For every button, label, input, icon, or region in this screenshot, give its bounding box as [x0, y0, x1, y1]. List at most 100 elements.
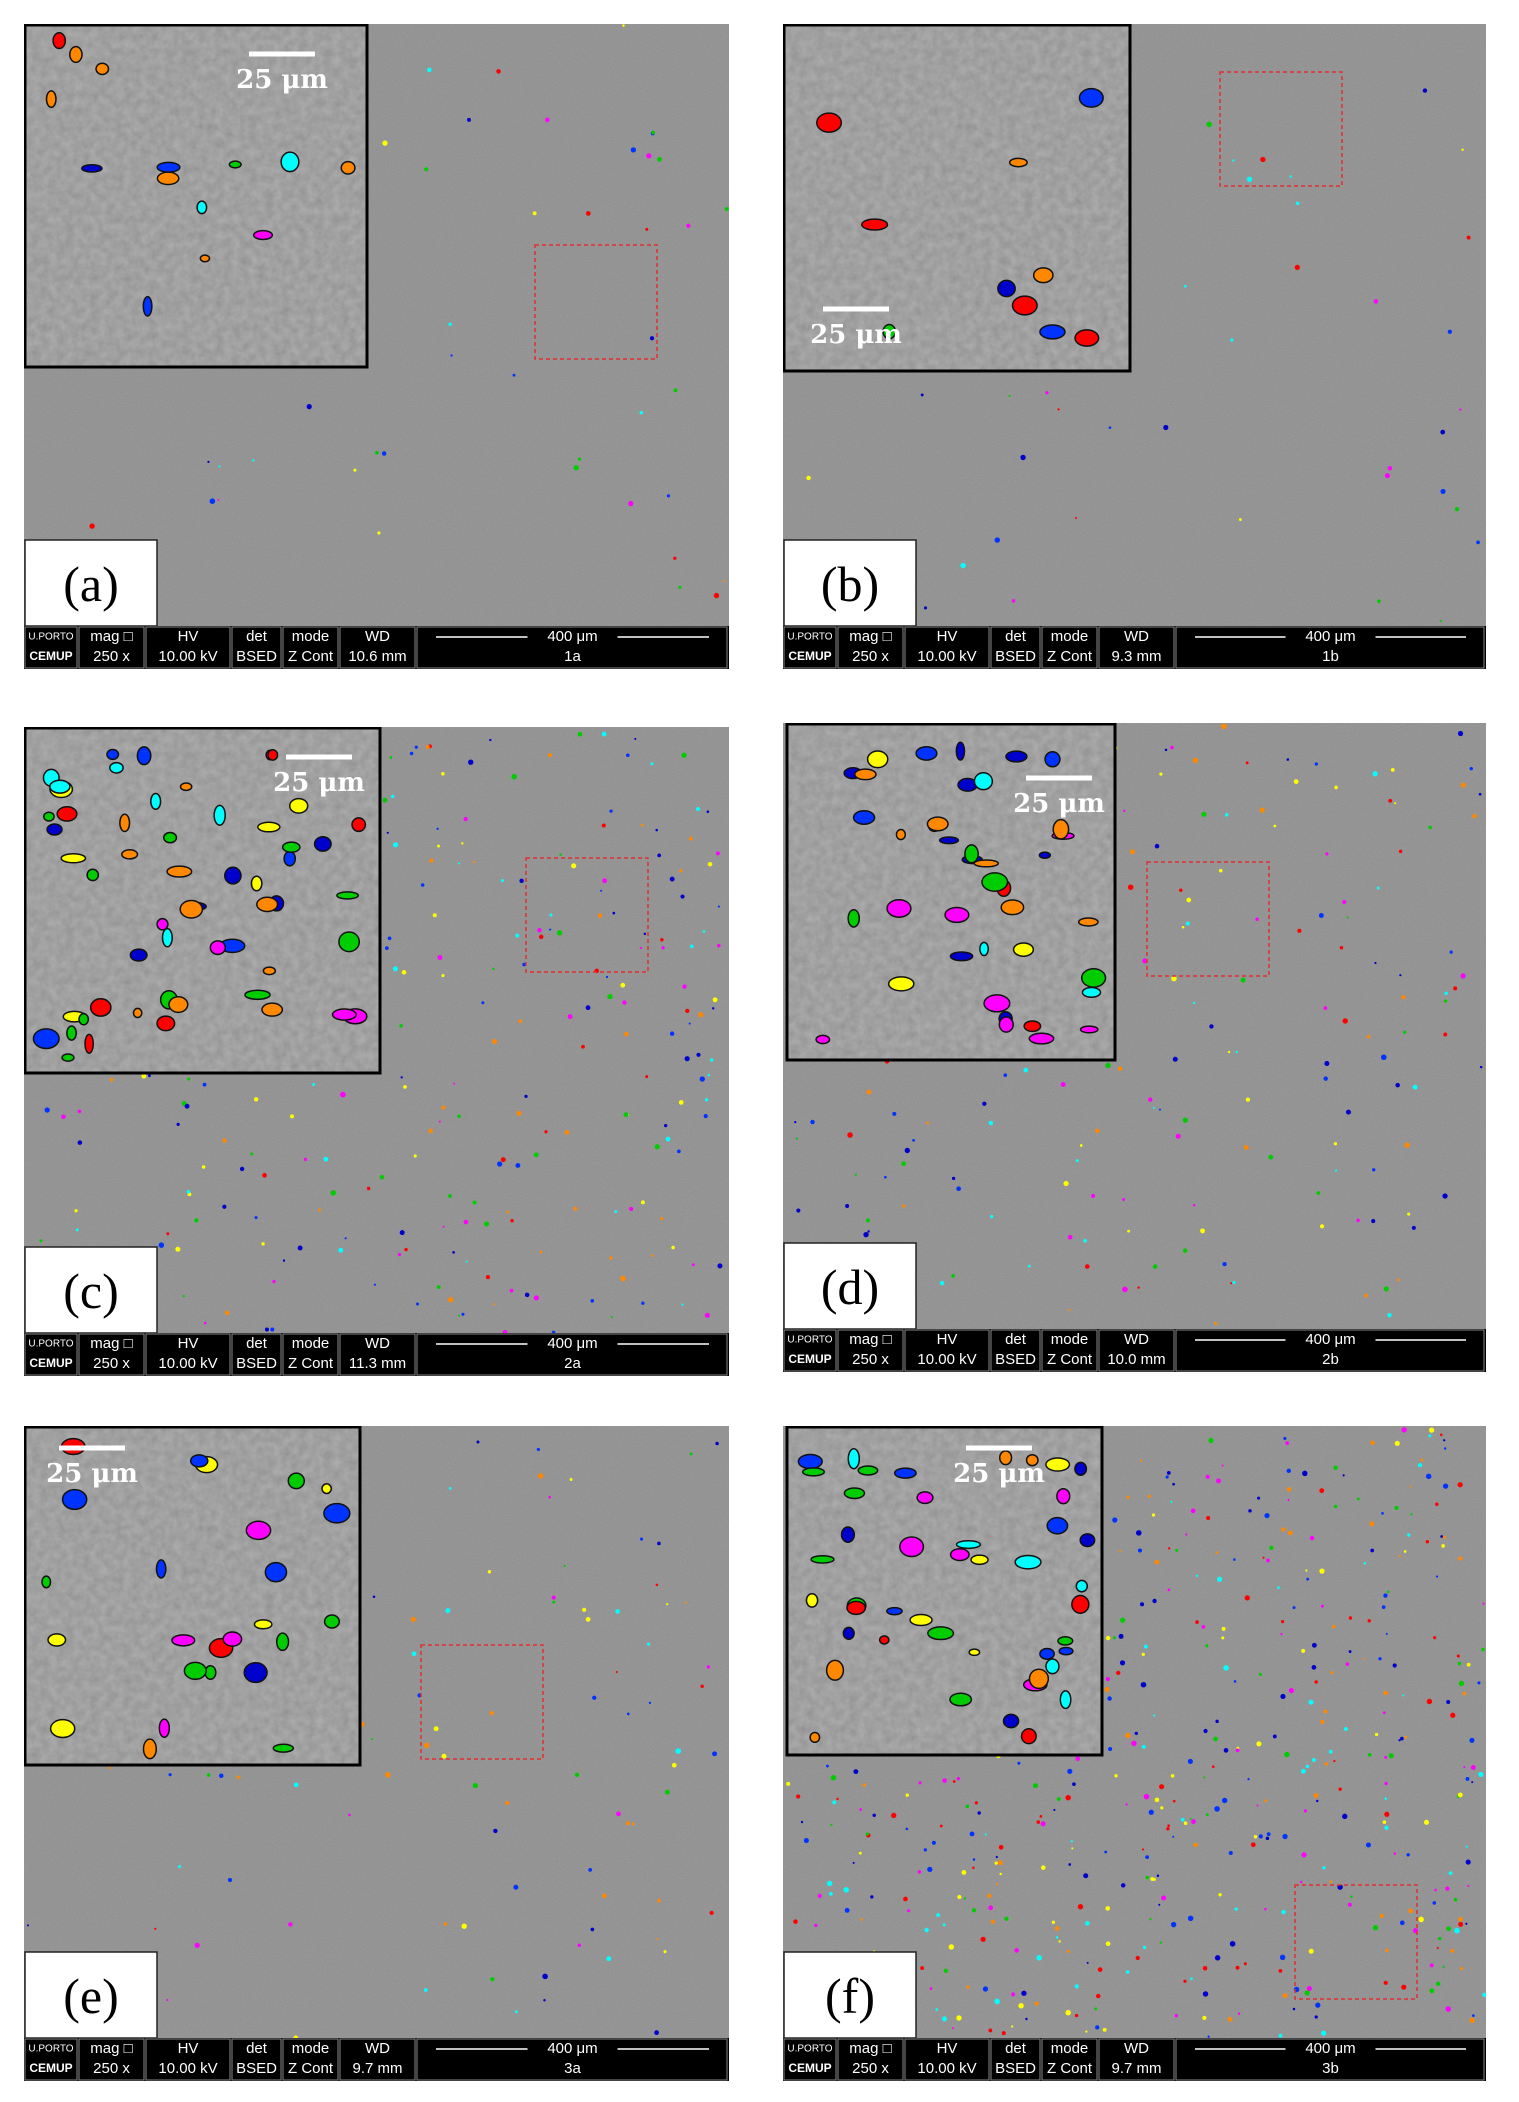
sem-panel: 25 μm (f) U.PORTO CEMUP mag □ 250 x HV 10.00 kV…: [783, 1426, 1486, 2081]
info-cell: [231, 2038, 282, 2081]
info-header: det: [1005, 2040, 1027, 2057]
inset-particle: [89, 997, 112, 1017]
particle: [1348, 1616, 1353, 1620]
info-cell: [1041, 2038, 1098, 2081]
particle: [624, 1031, 629, 1037]
particle: [452, 1251, 455, 1254]
info-header: det: [246, 2040, 268, 2057]
image-id: 1a: [564, 648, 581, 665]
info-header: U.PORTO: [28, 1339, 73, 1350]
particle: [1221, 1636, 1225, 1640]
particle: [1436, 1946, 1439, 1950]
info-cell: [231, 626, 282, 669]
particle: [682, 984, 687, 989]
particle: [939, 1824, 943, 1828]
particle: [573, 1206, 578, 1211]
particle: [1257, 1496, 1261, 1500]
particle: [648, 1701, 652, 1705]
info-value: BSED: [995, 648, 1036, 665]
particle: [461, 842, 464, 845]
inset-particle: [886, 898, 912, 918]
particle: [1266, 1832, 1271, 1837]
particle: [1471, 1781, 1474, 1784]
particle: [1305, 1569, 1308, 1572]
particle: [590, 1299, 595, 1303]
particle: [657, 853, 661, 858]
particle: [1232, 159, 1235, 162]
inset-particle: [1025, 1453, 1039, 1467]
inset-particle: [224, 866, 242, 885]
particle: [1118, 1549, 1122, 1553]
particle: [1170, 1500, 1173, 1503]
particle: [409, 751, 414, 756]
inset-particle: [52, 31, 67, 50]
particle: [866, 1089, 872, 1095]
particle: [1469, 766, 1473, 771]
particle: [1154, 843, 1160, 849]
particle: [696, 1052, 701, 1057]
particle: [1202, 1991, 1209, 1997]
scale-bar-label: 25 μm: [46, 1459, 138, 1489]
info-cell: [339, 1333, 416, 1376]
particle: [924, 1927, 929, 1933]
particle: [1432, 1901, 1437, 1905]
particle: [1373, 299, 1379, 304]
particle: [671, 1762, 677, 1768]
particle: [524, 1094, 528, 1098]
particle: [1230, 1282, 1233, 1285]
particle: [1148, 1809, 1154, 1815]
info-cell: [1098, 2038, 1175, 2081]
particle: [1457, 1661, 1462, 1666]
inset-particle: [281, 841, 301, 854]
particle: [677, 1149, 681, 1154]
panel-label: (a): [63, 556, 119, 612]
inset-particle: [69, 45, 83, 64]
particle: [1011, 599, 1016, 603]
panel-label: (d): [821, 1259, 879, 1315]
particle: [1323, 1076, 1328, 1081]
particle: [194, 1942, 200, 1948]
particle: [606, 1956, 612, 1962]
particle: [1313, 1793, 1319, 1799]
particle: [939, 1280, 945, 1286]
particle: [1018, 2003, 1024, 2009]
particle: [1403, 1550, 1407, 1553]
inset-particle: [887, 976, 915, 992]
inset-particle: [61, 1053, 75, 1062]
inset-particle: [825, 1659, 845, 1681]
particle: [927, 1866, 933, 1873]
info-header: U.PORTO: [787, 632, 832, 643]
particle: [1365, 1842, 1371, 1848]
particle: [1205, 1644, 1209, 1648]
info-header: mag □: [90, 628, 132, 645]
particle: [1461, 148, 1464, 151]
particle: [905, 1793, 909, 1797]
particle: [712, 1007, 715, 1010]
particle: [436, 827, 439, 830]
info-cell: [837, 2038, 904, 2081]
particle: [1454, 1927, 1460, 1934]
particle: [1343, 1726, 1348, 1731]
particle: [657, 1541, 661, 1546]
particle: [588, 1868, 593, 1872]
particle: [577, 731, 583, 737]
info-cell: [1175, 626, 1485, 669]
particle: [1183, 1821, 1188, 1825]
particle: [923, 606, 928, 610]
particle: [1152, 1598, 1157, 1604]
particle: [1211, 1765, 1215, 1769]
inset-particle: [968, 1648, 981, 1657]
particle: [892, 1111, 897, 1116]
particle: [994, 1998, 1000, 2005]
particle: [723, 579, 726, 582]
particle: [626, 1712, 630, 1716]
image-id: 3b: [1322, 2060, 1339, 2077]
particle: [1278, 2033, 1283, 2038]
particle: [1442, 1483, 1449, 1489]
inset-particle: [156, 917, 169, 931]
particle: [1410, 1513, 1413, 1516]
particle: [1294, 264, 1300, 270]
info-header: mag □: [90, 1335, 132, 1352]
particle: [969, 1831, 975, 1837]
particle: [1032, 1783, 1038, 1789]
